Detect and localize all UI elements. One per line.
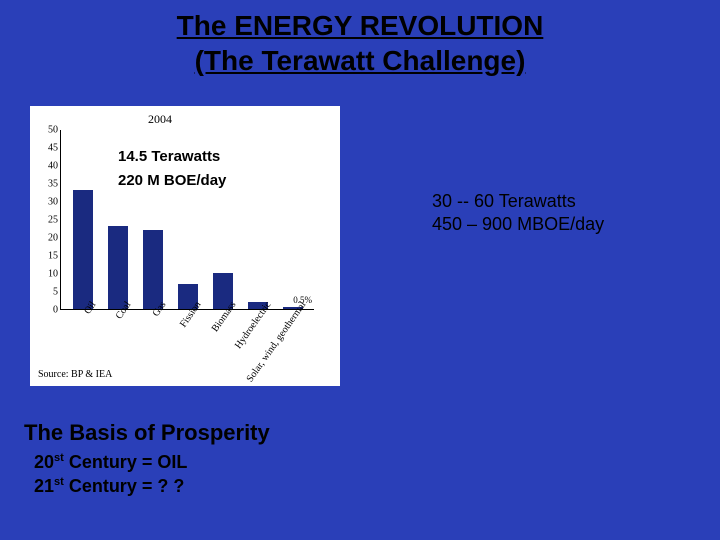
chart-source: Source: BP & IEA: [38, 369, 112, 380]
y-tick: 35: [34, 179, 58, 190]
c21-post: Century = ? ?: [64, 476, 185, 496]
projection-block: 30 -- 60 Terawatts 450 – 900 MBOE/day: [432, 190, 604, 237]
century-20: 20st Century = OIL: [34, 450, 270, 474]
bar: [108, 226, 128, 309]
x-axis-labels: OilCoalGasFissionBiomassHydroelectricSol…: [60, 312, 314, 362]
c21-pre: 21: [34, 476, 54, 496]
bar: [73, 190, 93, 309]
prosperity-block: The Basis of Prosperity 20st Century = O…: [24, 420, 270, 499]
y-tick: 25: [34, 215, 58, 226]
title-line-1: The ENERGY REVOLUTION: [177, 10, 544, 41]
projection-mboe: 450 – 900 MBOE/day: [432, 214, 604, 234]
y-axis: 05101520253035404550: [34, 130, 58, 310]
bar: [143, 230, 163, 309]
y-tick: 10: [34, 269, 58, 280]
y-tick: 0: [34, 305, 58, 316]
y-tick: 30: [34, 197, 58, 208]
c21-sup: st: [54, 476, 64, 488]
y-tick: 50: [34, 125, 58, 136]
slide-title: The ENERGY REVOLUTION (The Terawatt Chal…: [0, 0, 720, 78]
y-tick: 40: [34, 161, 58, 172]
chart-year-label: 2004: [148, 112, 172, 127]
projection-terawatts: 30 -- 60 Terawatts: [432, 191, 576, 211]
chart-overlay-boe: 220 M BOE/day: [118, 172, 226, 189]
prosperity-heading: The Basis of Prosperity: [24, 420, 270, 446]
y-tick: 5: [34, 287, 58, 298]
y-tick: 20: [34, 233, 58, 244]
century-21: 21st Century = ? ?: [34, 474, 270, 498]
c20-pre: 20: [34, 452, 54, 472]
y-tick: 45: [34, 143, 58, 154]
c20-post: Century = OIL: [64, 452, 188, 472]
y-tick: 15: [34, 251, 58, 262]
title-line-2: (The Terawatt Challenge): [195, 45, 526, 76]
c20-sup: st: [54, 452, 64, 464]
chart-overlay-terawatts: 14.5 Terawatts: [118, 148, 220, 165]
